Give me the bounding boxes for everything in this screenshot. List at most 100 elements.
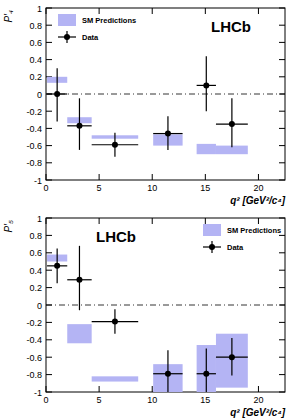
y-tick [279, 235, 285, 236]
panel: -1-0.8-0.6-0.4-0.200.20.40.60.8105101520… [3, 214, 286, 419]
data-point [76, 123, 82, 129]
plot-frame [46, 218, 285, 392]
data-point [203, 371, 209, 377]
y-tick [46, 59, 52, 60]
data-point [229, 354, 235, 360]
y-tick-label: 1 [37, 4, 42, 14]
legend-label: Data [227, 243, 244, 252]
x-tick-label: 10 [147, 395, 157, 405]
x-tick [258, 8, 259, 14]
x-tick [205, 8, 206, 14]
legend-swatch [209, 244, 215, 250]
x-tick [99, 218, 100, 224]
y-tick-label: -0.6 [26, 353, 42, 363]
x-tick [99, 8, 100, 14]
y-tick-label: -1 [34, 388, 42, 398]
figure: -1-0.8-0.6-0.4-0.200.20.40.60.8105101520… [0, 0, 300, 419]
y-tick [279, 339, 285, 340]
x-tick-label: 0 [43, 183, 48, 193]
x-tick [99, 386, 100, 392]
y-error-bar [206, 349, 207, 393]
y-tick [279, 180, 285, 181]
legend-swatch [64, 34, 70, 40]
y-tick [46, 218, 52, 219]
y-tick-label: -1 [34, 176, 42, 186]
y-tick-label: -0.2 [26, 107, 42, 117]
x-tick [152, 174, 153, 180]
y-axis-label: P′₄ [3, 10, 14, 23]
y-tick [279, 252, 285, 253]
x-tick [258, 174, 259, 180]
x-axis-label: q² [GeV²/c⁴] [230, 195, 285, 206]
y-tick [46, 42, 52, 43]
legend-label: SM Predictions [82, 16, 136, 25]
y-tick-label: -0.2 [26, 318, 42, 328]
y-tick-label: 0 [37, 90, 42, 100]
y-tick-label: -0.8 [26, 158, 42, 168]
y-tick-label: 0.8 [29, 21, 42, 31]
y-tick [279, 42, 285, 43]
data-point [54, 263, 60, 269]
y-axis-label: P′₅ [3, 220, 14, 233]
y-tick [46, 357, 52, 358]
reference-line [46, 94, 285, 95]
annotation: LHCb [96, 228, 136, 245]
x-tick [46, 8, 47, 14]
data-point [112, 319, 118, 325]
data-point [165, 131, 171, 137]
legend-label: SM Predictions [227, 226, 281, 235]
y-tick [46, 235, 52, 236]
y-tick [279, 270, 285, 271]
sm-box [197, 144, 216, 154]
y-tick-label: 1 [37, 214, 42, 224]
y-tick [46, 392, 52, 393]
x-tick-label: 5 [97, 395, 102, 405]
y-tick-label: 0 [37, 301, 42, 311]
x-tick [258, 218, 259, 224]
y-tick [46, 111, 52, 112]
x-tick [46, 218, 47, 224]
data-point [203, 82, 209, 88]
x-tick [46, 174, 47, 180]
y-tick [46, 145, 52, 146]
reference-line [46, 305, 285, 306]
y-tick-label: 0.4 [29, 55, 42, 65]
y-tick [46, 252, 52, 253]
y-tick [46, 162, 52, 163]
data-point [229, 121, 235, 127]
data-point [54, 91, 60, 97]
y-tick [46, 180, 52, 181]
y-tick [279, 76, 285, 77]
y-tick [46, 287, 52, 288]
y-tick-label: 0.4 [29, 266, 42, 276]
y-tick [46, 25, 52, 26]
panel: -1-0.8-0.6-0.4-0.200.20.40.60.8105101520… [3, 4, 286, 207]
sm-box [67, 324, 91, 343]
x-tick [46, 386, 47, 392]
annotation: LHCb [211, 18, 251, 35]
y-tick [46, 8, 52, 9]
x-tick [205, 218, 206, 224]
y-tick [279, 357, 285, 358]
sm-box [197, 345, 216, 392]
sm-box [92, 376, 139, 381]
x-tick-label: 15 [200, 395, 210, 405]
y-tick [279, 8, 285, 9]
x-tick [152, 218, 153, 224]
y-tick [279, 322, 285, 323]
data-point [76, 277, 82, 283]
y-tick-label: -0.4 [26, 335, 42, 345]
y-tick [279, 287, 285, 288]
y-tick [279, 59, 285, 60]
y-tick-label: 0.6 [29, 38, 42, 48]
y-tick-label: -0.6 [26, 141, 42, 151]
x-tick-label: 10 [147, 183, 157, 193]
x-tick-label: 20 [253, 395, 263, 405]
y-tick [46, 128, 52, 129]
marks [47, 246, 248, 392]
y-tick-label: 0.2 [29, 72, 42, 82]
legend-swatch [203, 224, 221, 236]
x-tick [152, 386, 153, 392]
y-tick-label: -0.4 [26, 124, 42, 134]
x-tick [205, 174, 206, 180]
